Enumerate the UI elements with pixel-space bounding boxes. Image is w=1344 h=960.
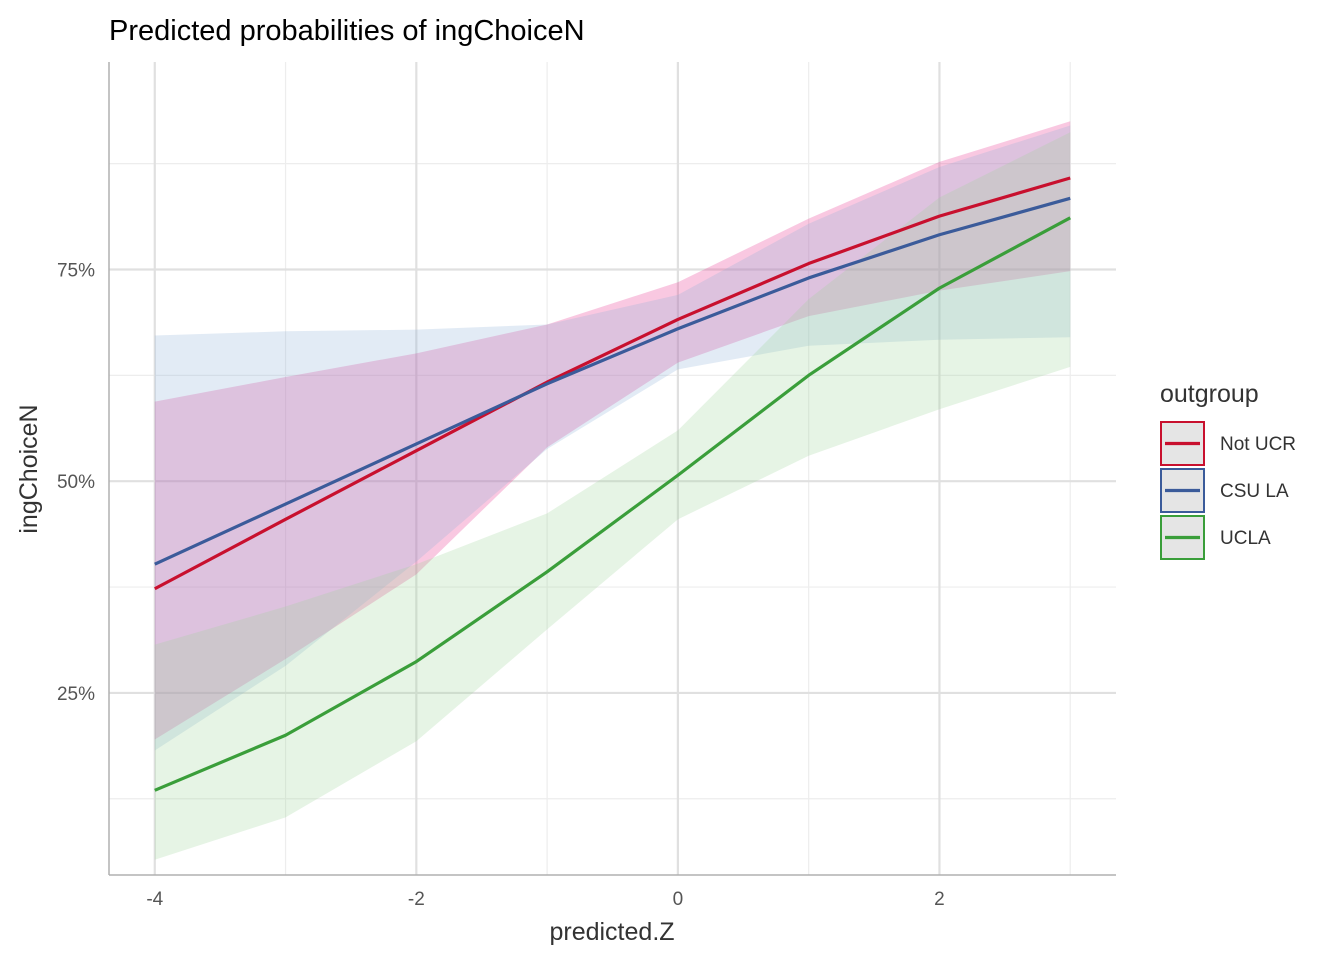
series-line-ucla	[154, 216, 1071, 792]
legend-label: UCLA	[1220, 528, 1271, 549]
legend-item-ucla: UCLA	[1160, 515, 1271, 560]
legend-label: CSU LA	[1220, 481, 1289, 502]
y-axis-title: ingChoiceN	[15, 404, 43, 533]
confidence-band-ucla	[154, 132, 1071, 860]
confidence-bands	[154, 121, 1071, 860]
series-line-csu-la	[154, 196, 1071, 566]
grid	[109, 62, 1116, 875]
confidence-band-not-ucr	[154, 121, 1071, 740]
legend-label: Not UCR	[1220, 434, 1296, 455]
legend-item-csu-la: CSU LA	[1160, 468, 1289, 513]
legend-title: outgroup	[1160, 380, 1259, 408]
y-tick-label: 25%	[57, 684, 95, 705]
x-tick-label: 0	[673, 889, 684, 910]
x-axis-title: predicted.Z	[549, 918, 674, 946]
x-tick-label: -2	[408, 889, 425, 910]
confidence-band-csu-la	[154, 125, 1071, 751]
legend: outgroup Not UCR CSU LA UCLA	[1160, 380, 1296, 560]
series-line-not-ucr	[154, 176, 1071, 591]
chart-title: Predicted probabilities of ingChoiceN	[109, 15, 585, 47]
legend-item-not-ucr: Not UCR	[1160, 421, 1296, 466]
tick-labels: -4 -2 0 2 25% 50% 75%	[57, 260, 945, 910]
y-tick-label: 50%	[57, 472, 95, 493]
y-tick-label: 75%	[57, 260, 95, 281]
x-tick-label: -4	[146, 889, 163, 910]
x-tick-label: 2	[934, 889, 945, 910]
series-lines	[154, 176, 1071, 792]
